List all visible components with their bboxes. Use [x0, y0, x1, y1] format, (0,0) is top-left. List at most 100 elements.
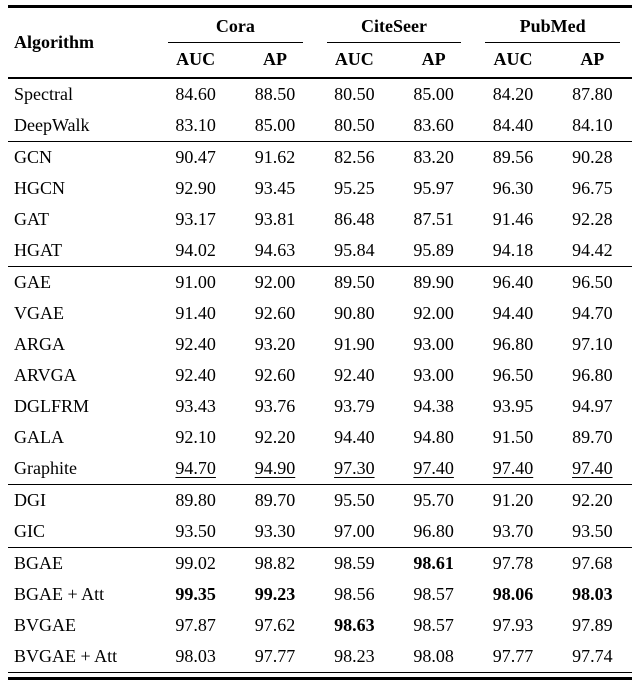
metric-value: 95.70 — [393, 484, 474, 516]
algorithm-name: BGAE — [8, 547, 156, 579]
metric-value: 89.50 — [314, 266, 394, 298]
metric-value: 92.10 — [175, 427, 216, 447]
column-group-citeseer-label: CiteSeer — [326, 16, 462, 43]
metric-value: 95.89 — [413, 240, 454, 260]
metric-value: 93.30 — [254, 521, 296, 541]
table-row: VGAE 91.40 92.60 90.80 92.00 94.40 94.70 — [8, 298, 632, 329]
column-group-pubmed-label: PubMed — [485, 16, 620, 43]
metric-value: 98.23 — [334, 646, 375, 666]
metric-value: 92.40 — [175, 334, 216, 354]
metric-value: 93.20 — [254, 334, 296, 354]
metric-value: 91.90 — [334, 334, 375, 354]
metric-value: 92.28 — [572, 209, 613, 229]
metric-value: 95.97 — [413, 178, 454, 198]
metric-value: 98.82 — [235, 547, 315, 579]
algorithm-name: HGAT — [14, 240, 62, 260]
metric-value: 97.30 — [334, 458, 375, 478]
algorithm-name: GIC — [14, 521, 45, 541]
metric-value: 91.62 — [235, 141, 315, 173]
metric-value: 91.40 — [175, 303, 216, 323]
metric-value: 92.20 — [254, 427, 296, 447]
algorithm-name: Graphite — [14, 458, 77, 478]
metric-value: 89.90 — [393, 266, 474, 298]
metric-value: 96.80 — [492, 334, 534, 354]
metric-value: 83.20 — [393, 141, 474, 173]
algorithm-name: GCN — [8, 141, 156, 173]
column-header-cora-ap: AP — [235, 43, 315, 79]
metric-value: 94.18 — [492, 240, 534, 260]
header-metric-row: AUC AP AUC AP AUC AP — [8, 43, 632, 79]
metric-value: 97.00 — [334, 521, 375, 541]
metric-value: 97.40 — [492, 458, 534, 478]
metric-value: 94.90 — [254, 458, 296, 478]
algorithm-name: BVGAE + Att — [14, 646, 118, 666]
table-row: HGAT 94.02 94.63 95.84 95.89 94.18 94.42 — [8, 235, 632, 267]
metric-value: 92.00 — [235, 266, 315, 298]
metric-value: 94.70 — [572, 303, 613, 323]
metric-value: 92.20 — [552, 484, 632, 516]
metric-value: 88.50 — [254, 84, 296, 104]
table-row: Graphite 94.70 94.90 97.30 97.40 97.40 97.40 — [8, 453, 632, 485]
metric-value: 98.57 — [413, 584, 454, 604]
metric-value: 96.80 — [413, 521, 454, 541]
metric-value: 92.00 — [413, 303, 454, 323]
table-row: BGAE + Att 99.35 99.23 98.56 98.57 98.06 98.03 — [8, 579, 632, 610]
column-group-cora-label: Cora — [168, 16, 303, 43]
metric-value: 84.10 — [572, 115, 613, 135]
metric-value: 92.40 — [334, 365, 375, 385]
metric-value: 93.43 — [175, 396, 216, 416]
metric-value: 91.50 — [492, 427, 534, 447]
metric-value: 94.42 — [572, 240, 613, 260]
metric-value: 85.00 — [413, 84, 454, 104]
metric-value: 97.40 — [413, 458, 454, 478]
metric-value: 94.63 — [254, 240, 296, 260]
table-row: DGI 89.80 89.70 95.50 95.70 91.20 92.20 — [8, 484, 632, 516]
column-header-cora-auc: AUC — [156, 43, 236, 79]
metric-value: 94.38 — [413, 396, 454, 416]
metric-value: 83.60 — [413, 115, 454, 135]
metric-value: 94.97 — [572, 396, 613, 416]
metric-value: 92.40 — [175, 365, 216, 385]
metric-value: 92.60 — [254, 365, 296, 385]
metric-value: 82.56 — [314, 141, 394, 173]
metric-value: 84.20 — [492, 84, 534, 104]
table-row: BVGAE 97.87 97.62 98.63 98.57 97.93 97.89 — [8, 610, 632, 641]
column-group-cora: Cora — [156, 7, 315, 43]
metric-value: 90.47 — [156, 141, 236, 173]
column-header-algorithm: Algorithm — [8, 6, 156, 79]
column-header-citeseer-ap: AP — [393, 43, 474, 79]
metric-value: 94.02 — [175, 240, 216, 260]
metric-value: 97.40 — [572, 458, 613, 478]
metric-value: 97.77 — [492, 646, 534, 666]
metric-value: 97.87 — [175, 615, 216, 635]
results-table-wrap: Algorithm Cora CiteSeer PubMed AUC AP AU… — [8, 5, 632, 680]
metric-value: 91.00 — [156, 266, 236, 298]
algorithm-name: BVGAE — [14, 615, 76, 635]
algorithm-name: ARVGA — [14, 365, 77, 385]
column-group-citeseer: CiteSeer — [315, 7, 474, 43]
table-row: GAE 91.00 92.00 89.50 89.90 96.40 96.50 — [8, 266, 632, 298]
metric-value: 89.70 — [572, 427, 613, 447]
metric-value: 87.80 — [572, 84, 613, 104]
metric-value: 95.25 — [334, 178, 375, 198]
metric-value: 97.68 — [552, 547, 632, 579]
algorithm-name: GAT — [14, 209, 49, 229]
column-group-pubmed: PubMed — [473, 7, 632, 43]
algorithm-name: DeepWalk — [14, 115, 90, 135]
metric-value: 97.62 — [254, 615, 296, 635]
metric-value: 93.95 — [492, 396, 534, 416]
metric-value: 94.40 — [492, 303, 534, 323]
metric-value: 83.10 — [175, 115, 216, 135]
metric-value: 84.40 — [492, 115, 534, 135]
table-row: ARGA 92.40 93.20 91.90 93.00 96.80 97.10 — [8, 329, 632, 360]
metric-value: 93.00 — [413, 334, 454, 354]
algorithm-name: Spectral — [14, 84, 73, 104]
table-row: BGAE 99.02 98.82 98.59 98.61 97.78 97.68 — [8, 547, 632, 579]
metric-value: 94.80 — [413, 427, 454, 447]
metric-value: 98.61 — [393, 547, 474, 579]
metric-value: 93.50 — [175, 521, 216, 541]
metric-value: 80.50 — [334, 84, 375, 104]
metric-value: 99.02 — [156, 547, 236, 579]
table-row: DeepWalk 83.10 85.00 80.50 83.60 84.40 84.10 — [8, 110, 632, 142]
